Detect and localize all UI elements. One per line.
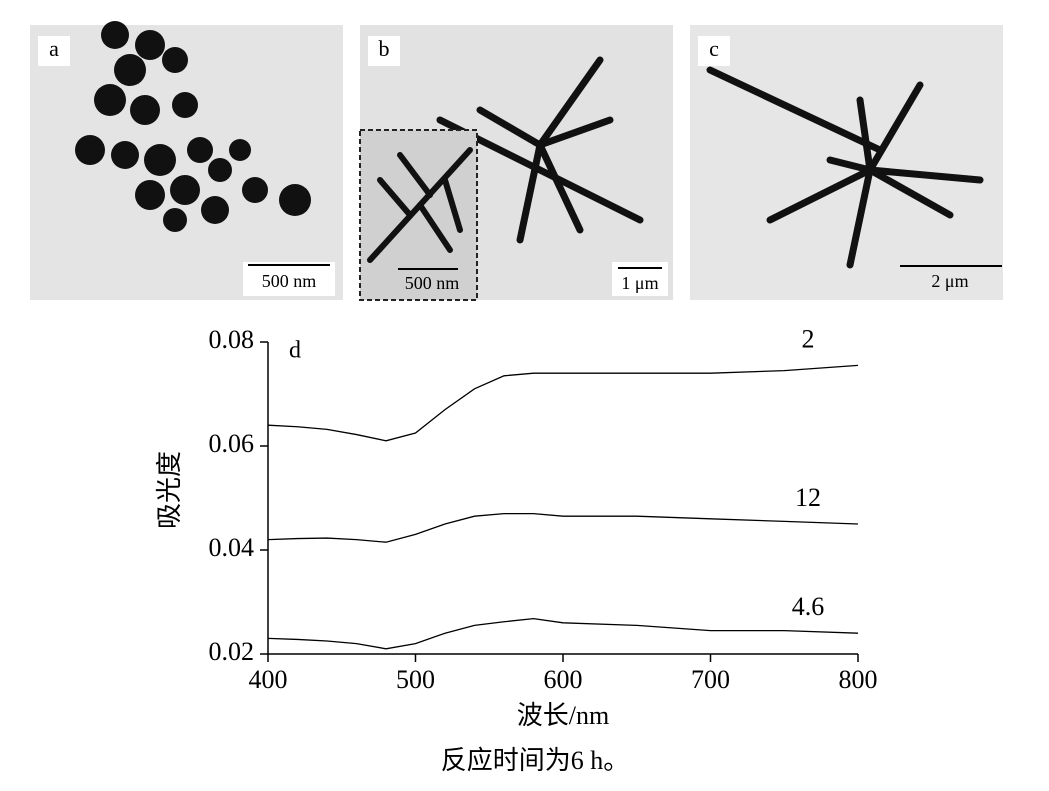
x-tick-label: 500 <box>396 665 435 694</box>
panel-label: d <box>289 338 301 364</box>
micrograph <box>30 25 343 300</box>
series-label: 4.6 <box>792 592 825 621</box>
panel-label: a <box>49 36 59 61</box>
inset-dendrite <box>367 147 473 263</box>
panel-label: c <box>709 36 719 61</box>
series-line <box>267 512 859 543</box>
y-axis-label: 吸光度 <box>155 451 184 529</box>
series-label: 12 <box>795 483 821 512</box>
x-tick-label: 400 <box>249 665 288 694</box>
dendrite <box>436 56 644 244</box>
panel-b: b 500 nm 1 μm <box>359 25 673 301</box>
y-tick-label: 0.06 <box>209 429 255 458</box>
label-box <box>38 36 70 66</box>
y-tick-label: 0.08 <box>209 325 255 354</box>
particles <box>75 21 311 232</box>
label-box <box>698 36 730 66</box>
scale-label: 2 μm <box>931 271 968 291</box>
x-tick-label: 800 <box>839 665 878 694</box>
x-axis-label: 波长/nm <box>517 701 609 730</box>
scale-label: 500 nm <box>405 273 460 293</box>
series-label: 2 <box>802 324 815 353</box>
panel-label: b <box>379 36 390 61</box>
caption: 反应时间为6 h。 <box>441 746 630 775</box>
scale-label: 1 μm <box>621 273 658 293</box>
y-tick-label: 0.04 <box>209 533 255 562</box>
x-tick-label: 700 <box>691 665 730 694</box>
chart: d 波长/nm 吸光度 反应时间为6 h。 0.02 0.04 0.06 0.08 40… <box>155 324 878 775</box>
y-tick-label: 0.02 <box>209 637 255 666</box>
series-line <box>267 364 859 442</box>
panel-a: a 500 nm <box>30 21 343 300</box>
scale-label: 500 nm <box>262 271 317 291</box>
label-box <box>368 36 400 66</box>
scale-box <box>243 262 335 296</box>
x-tick-label: 600 <box>544 665 583 694</box>
series-line <box>267 617 859 650</box>
panel-c: c 2 μm <box>690 25 1003 300</box>
dendrite <box>706 66 984 269</box>
